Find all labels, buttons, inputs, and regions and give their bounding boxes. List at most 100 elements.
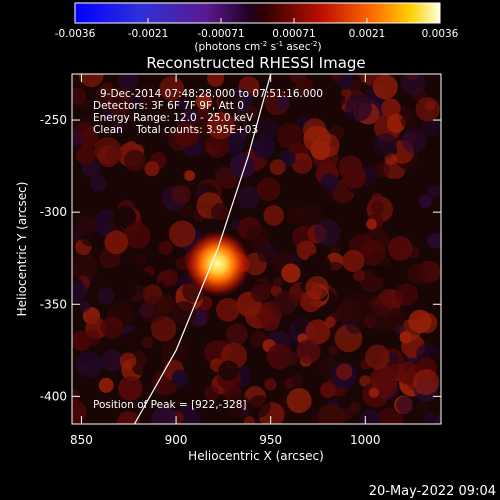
- mottle-blob: [427, 184, 441, 198]
- mottle-blob: [72, 399, 87, 424]
- colorbar-tick-label: -0.0021: [128, 28, 169, 40]
- mottle-blob: [171, 369, 189, 387]
- mottle-blob: [294, 158, 310, 174]
- mottle-blob: [359, 239, 386, 267]
- colorbar-units: (photons cm-2 s-1 asec-2): [194, 40, 321, 53]
- mottle-blob: [386, 113, 406, 133]
- mottle-blob: [305, 252, 331, 279]
- chart-title: Reconstructed RHESSI Image: [146, 54, 365, 72]
- mottle-blob: [256, 177, 281, 202]
- mottle-blob: [195, 93, 213, 110]
- mottle-blob: [141, 336, 154, 349]
- mottle-blob: [251, 283, 270, 303]
- mottle-blob: [344, 291, 372, 320]
- mottle-blob: [373, 132, 398, 157]
- mottle-blob: [135, 270, 153, 288]
- mottle-blob: [413, 369, 440, 395]
- mottle-blob: [101, 82, 114, 94]
- mottle-blob: [306, 92, 327, 113]
- mottle-blob: [337, 394, 352, 409]
- mottle-blob: [420, 118, 440, 138]
- colorbar-tick-label: -0.0036: [55, 28, 96, 40]
- mottle-blob: [315, 133, 340, 158]
- mottle-blob: [158, 240, 173, 255]
- plot-area: [72, 74, 441, 424]
- mottle-blob: [345, 94, 373, 122]
- mottle-blob: [101, 109, 112, 120]
- annotation-energy: Energy Range: 12.0 - 25.0 keV: [93, 112, 254, 124]
- mottle-blob: [204, 133, 230, 158]
- mottle-blob: [378, 381, 390, 393]
- mottle-blob: [318, 403, 344, 424]
- mottle-blob: [368, 387, 380, 398]
- mottle-blob: [395, 396, 414, 415]
- mottle-blob: [293, 320, 307, 334]
- mottle-blob: [264, 378, 277, 391]
- mottle-blob: [123, 149, 146, 172]
- solar-limb-curve: [133, 74, 272, 424]
- mottle-blob: [89, 174, 107, 192]
- mottle-blob: [144, 161, 160, 177]
- mottle-blob: [400, 112, 417, 129]
- mottle-blob: [72, 255, 83, 275]
- mottle-blob: [141, 90, 160, 110]
- mottle-blob: [330, 243, 341, 254]
- mottle-blob: [272, 291, 297, 315]
- mottle-blob: [252, 136, 275, 159]
- mottle-blob: [229, 153, 255, 179]
- mottle-blob: [225, 393, 251, 418]
- mottle-blob: [419, 194, 433, 208]
- mottle-blob: [106, 146, 123, 164]
- mottle-blob: [218, 91, 240, 113]
- colorbar-ticks: -0.0036 -0.0021 -0.00071 0.00071 0.0021 0.003…: [55, 18, 459, 40]
- mottle-blob: [247, 395, 271, 418]
- annotation-clean: Clean Total counts: 3.95E+03: [93, 124, 258, 136]
- mottle-blob: [185, 170, 196, 181]
- mottle-blob: [151, 406, 178, 424]
- mottle-blob: [172, 300, 197, 325]
- y-tick-label: -350: [40, 297, 67, 311]
- mottle-blob: [206, 111, 235, 140]
- mottle-blob: [422, 410, 435, 423]
- peak-source: [183, 229, 252, 298]
- mottle-blob: [345, 315, 365, 334]
- mottle-blob: [245, 226, 270, 251]
- mottle-blob: [118, 74, 139, 92]
- mottle-blob: [245, 105, 259, 119]
- mottle-blob: [79, 300, 91, 313]
- mottle-blob: [367, 304, 393, 331]
- mottle-blob: [78, 128, 99, 149]
- annotation-time-range: 9-Dec-2014 07:48:28.000 to 07:51:16.000: [100, 88, 323, 100]
- colorbar: -0.0036 -0.0021 -0.00071 0.00071 0.0021 0.003…: [55, 2, 459, 53]
- mottle-blob: [281, 263, 301, 283]
- mottle-blob: [328, 345, 339, 356]
- mottle-blob: [97, 287, 115, 305]
- mottle-blob: [387, 236, 413, 261]
- mottle-blob: [336, 363, 353, 381]
- mottle-blob: [384, 178, 405, 198]
- mottle-blob: [370, 201, 385, 215]
- mottle-blob: [434, 415, 441, 424]
- mottle-blob: [174, 121, 200, 148]
- mottle-blob: [113, 205, 137, 229]
- mottle-blob: [204, 385, 220, 401]
- mottle-blob: [272, 276, 283, 288]
- mottle-blob: [263, 205, 285, 226]
- mottle-blob: [320, 173, 339, 192]
- y-tick-label: -250: [40, 113, 67, 127]
- mottle-blob: [141, 296, 168, 323]
- mottle-blob: [401, 128, 427, 154]
- mottle-blob: [117, 376, 143, 401]
- colorbar-tick-label: -0.00071: [197, 28, 244, 40]
- mottle-blob: [76, 145, 96, 165]
- mottle-blob: [370, 365, 398, 392]
- mottle-blob: [76, 214, 97, 236]
- mottle-blob: [324, 316, 336, 328]
- mottle-blob: [276, 123, 303, 149]
- y-axis: -250 -300 -350 -400: [40, 113, 441, 403]
- mottle-blob: [215, 297, 240, 322]
- mottle-blob: [84, 329, 101, 347]
- mottle-blob: [78, 74, 104, 88]
- mottle-blob: [119, 352, 137, 370]
